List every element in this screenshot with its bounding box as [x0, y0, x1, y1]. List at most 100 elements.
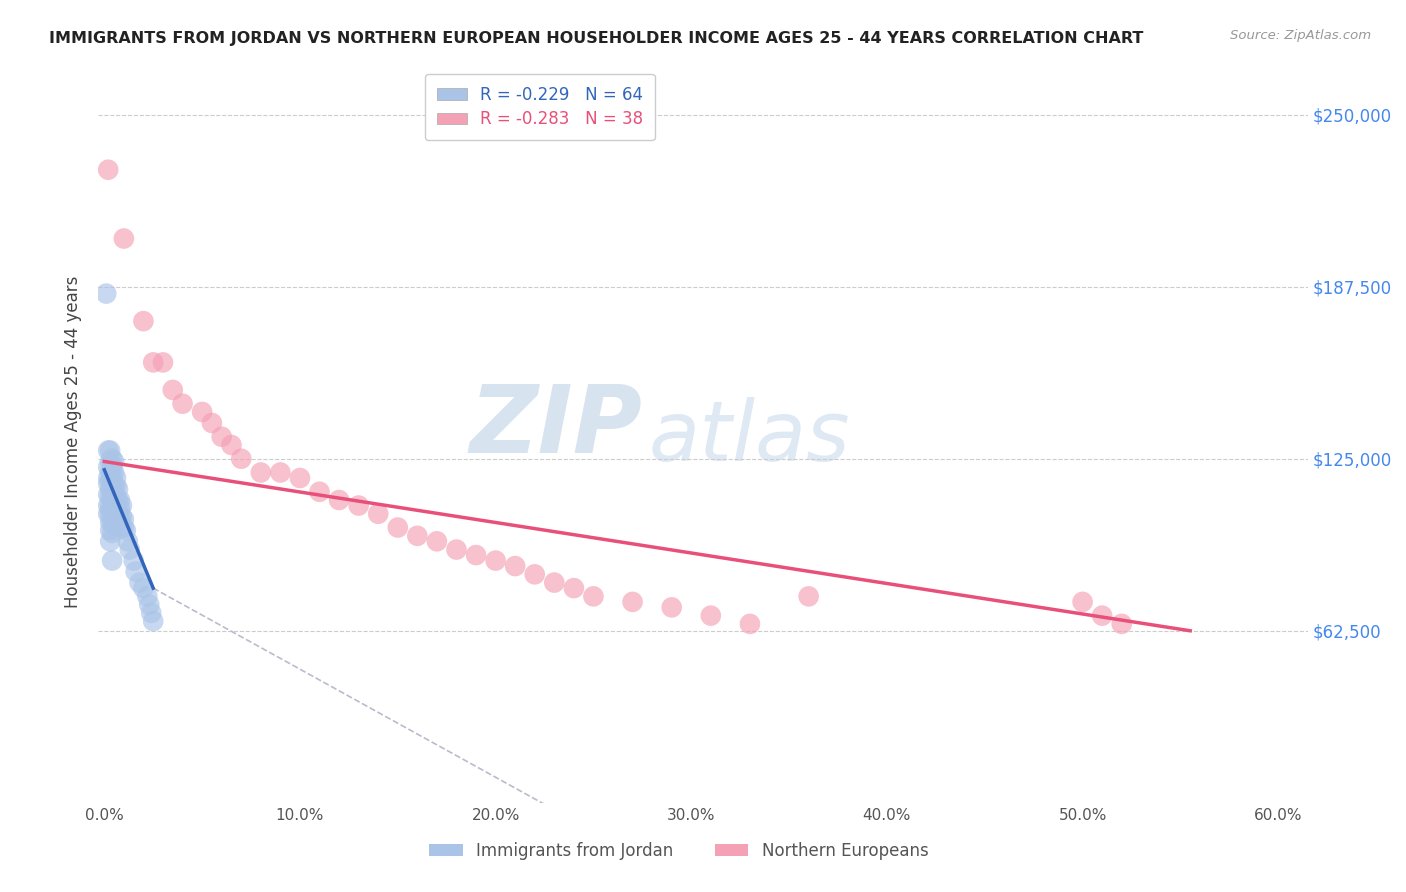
Point — [107, 504, 129, 518]
Y-axis label: Householder Income Ages 25 - 44 years: Householder Income Ages 25 - 44 years — [65, 276, 83, 607]
Point — [103, 479, 125, 493]
Point — [111, 520, 134, 534]
Point — [97, 476, 120, 491]
Point — [700, 608, 723, 623]
Text: ZIP: ZIP — [470, 381, 643, 473]
Point — [162, 383, 184, 397]
Point — [288, 471, 311, 485]
Point — [103, 499, 125, 513]
Point — [152, 355, 174, 369]
Point — [101, 507, 124, 521]
Point — [117, 534, 139, 549]
Point — [191, 405, 214, 419]
Point — [98, 515, 121, 529]
Point — [101, 471, 124, 485]
Text: Source: ZipAtlas.com: Source: ZipAtlas.com — [1230, 29, 1371, 42]
Point — [426, 534, 449, 549]
Point — [107, 493, 129, 508]
Point — [172, 397, 194, 411]
Point — [661, 600, 683, 615]
Point — [112, 520, 135, 534]
Point — [105, 471, 128, 485]
Point — [98, 454, 121, 468]
Point — [97, 499, 120, 513]
Point — [98, 443, 121, 458]
Point — [108, 501, 131, 516]
Point — [250, 466, 273, 480]
Point — [97, 443, 120, 458]
Point — [562, 581, 585, 595]
Point — [98, 490, 121, 504]
Point — [107, 482, 129, 496]
Point — [101, 451, 124, 466]
Point — [738, 616, 761, 631]
Point — [97, 487, 120, 501]
Point — [97, 460, 120, 475]
Point — [103, 487, 125, 501]
Point — [582, 590, 605, 604]
Point — [484, 553, 506, 567]
Point — [101, 487, 124, 501]
Point — [105, 512, 128, 526]
Point — [98, 499, 121, 513]
Point — [142, 355, 165, 369]
Point — [105, 493, 128, 508]
Point — [142, 614, 165, 628]
Point — [367, 507, 389, 521]
Point — [211, 430, 233, 444]
Legend: Immigrants from Jordan, Northern Europeans: Immigrants from Jordan, Northern Europea… — [423, 836, 935, 867]
Point — [107, 512, 129, 526]
Point — [328, 493, 350, 508]
Point — [98, 524, 121, 538]
Point — [122, 553, 145, 567]
Point — [465, 548, 488, 562]
Point — [132, 314, 155, 328]
Point — [308, 484, 330, 499]
Point — [112, 231, 135, 245]
Point — [98, 474, 121, 488]
Point — [124, 565, 146, 579]
Point — [201, 416, 224, 430]
Point — [269, 466, 291, 480]
Point — [114, 524, 136, 538]
Point — [108, 512, 131, 526]
Point — [98, 482, 121, 496]
Text: atlas: atlas — [648, 398, 851, 478]
Point — [1111, 616, 1133, 631]
Point — [103, 517, 125, 532]
Point — [97, 471, 120, 485]
Point — [523, 567, 546, 582]
Point — [1091, 608, 1114, 623]
Point — [138, 598, 160, 612]
Point — [101, 479, 124, 493]
Point — [101, 515, 124, 529]
Point — [503, 559, 526, 574]
Point — [97, 162, 120, 177]
Point — [221, 438, 243, 452]
Point — [543, 575, 565, 590]
Point — [101, 526, 124, 541]
Point — [118, 542, 141, 557]
Text: IMMIGRANTS FROM JORDAN VS NORTHERN EUROPEAN HOUSEHOLDER INCOME AGES 25 - 44 YEAR: IMMIGRANTS FROM JORDAN VS NORTHERN EUROP… — [49, 31, 1143, 46]
Point — [97, 507, 120, 521]
Point — [98, 507, 121, 521]
Point — [101, 460, 124, 475]
Point — [128, 575, 150, 590]
Point — [103, 466, 125, 480]
Point — [132, 581, 155, 595]
Point — [1071, 595, 1094, 609]
Point — [103, 507, 125, 521]
Point — [98, 534, 121, 549]
Point — [108, 493, 131, 508]
Point — [96, 286, 118, 301]
Point — [621, 595, 644, 609]
Point — [406, 529, 429, 543]
Point — [101, 499, 124, 513]
Point — [111, 499, 134, 513]
Point — [446, 542, 468, 557]
Point — [98, 466, 121, 480]
Point — [105, 501, 128, 516]
Point — [111, 509, 134, 524]
Point — [347, 499, 370, 513]
Point — [141, 606, 163, 620]
